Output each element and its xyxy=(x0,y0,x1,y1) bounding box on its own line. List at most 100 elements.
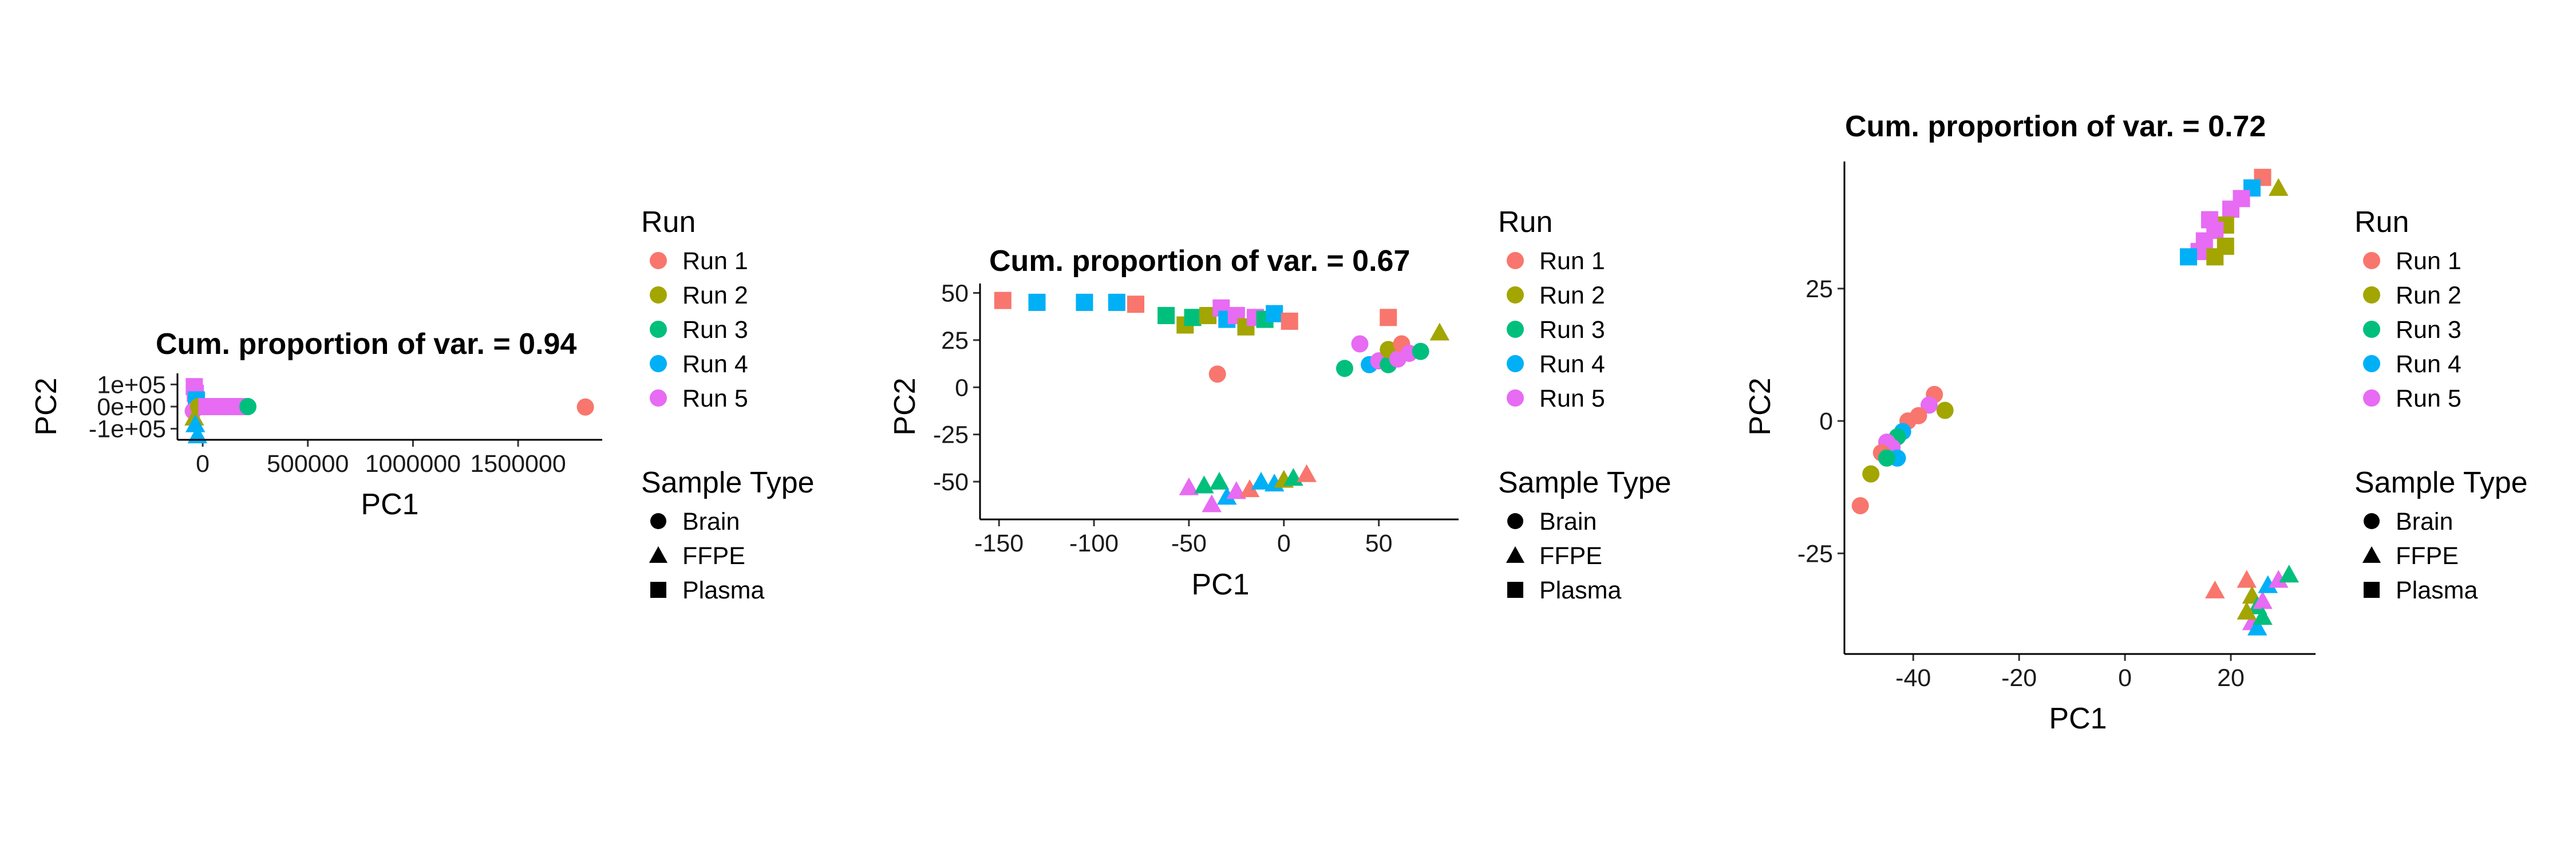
x-tick-label: 500000 xyxy=(267,450,349,478)
legend-label-run-4: Run 4 xyxy=(2396,350,2462,378)
x-tick-label: -150 xyxy=(974,530,1024,557)
x-tick-label: 1500000 xyxy=(470,450,566,478)
legend-shape-ffpe xyxy=(1506,546,1525,563)
y-tick-label: 0e+00 xyxy=(97,393,166,421)
x-tick-label: -40 xyxy=(1895,664,1931,692)
panel-3-title: Cum. proportion of var. = 0.72 xyxy=(1845,110,2266,143)
legend-label-run-2: Run 2 xyxy=(2396,282,2462,309)
y-tick-label: -25 xyxy=(1797,540,1833,568)
point-run-3-plasma xyxy=(1157,307,1175,325)
legend-shape-brain xyxy=(1507,513,1523,529)
x-tick-label: 0 xyxy=(196,450,210,478)
x-tick-label: 20 xyxy=(2217,664,2245,692)
legend-swatch-run-1 xyxy=(2363,252,2380,269)
point-run-4-ffpe xyxy=(185,414,206,432)
legend-swatch-run-4 xyxy=(1507,355,1524,372)
legend-3: Run Sample Type Run 1 Run 2 Run 3 Run 4 Run … xyxy=(2354,206,2528,604)
point-run-3-brain xyxy=(239,398,257,415)
point-run-3-brain xyxy=(1878,449,1895,467)
point-run-2-ffpe xyxy=(2269,178,2289,196)
legend-run-title: Run xyxy=(2354,206,2409,239)
point-run-2-brain xyxy=(1862,465,1880,483)
x-tick-label: 0 xyxy=(2118,664,2132,692)
point-run-3-brain xyxy=(1336,360,1353,377)
legend-run-title: Run xyxy=(641,206,696,239)
legend-swatch-run-4 xyxy=(650,355,667,372)
point-run-4-plasma xyxy=(1028,293,1046,311)
legend-label-ffpe: FFPE xyxy=(1539,542,1602,570)
legend-run-title: Run xyxy=(1498,206,1552,239)
legend-label-brain: Brain xyxy=(2396,508,2453,535)
panel-2-x-label: PC1 xyxy=(1191,568,1249,601)
panel-1-title: Cum. proportion of var. = 0.94 xyxy=(156,328,576,361)
legend-label-ffpe: FFPE xyxy=(682,542,745,570)
panel-2-points xyxy=(994,291,1450,513)
legend-label-brain: Brain xyxy=(1539,508,1597,535)
panel-3-x-label: PC1 xyxy=(2049,702,2107,735)
panel-2-title: Cum. proportion of var. = 0.67 xyxy=(989,245,1410,278)
point-run-5-ffpe xyxy=(2269,570,2289,588)
legend-sample-title: Sample Type xyxy=(641,466,815,499)
panel-2: Cum. proportion of var. = 0.67 -150 -100-… xyxy=(888,245,1459,601)
legend-swatch-run-1 xyxy=(1507,252,1524,269)
legend-swatch-run-1 xyxy=(650,252,667,269)
legend-label-run-2: Run 2 xyxy=(1539,282,1605,309)
point-run-4-ffpe xyxy=(2247,617,2267,636)
panel-3-y-label: PC2 xyxy=(1744,377,1777,435)
point-run-1-plasma xyxy=(994,291,1012,309)
legend-swatch-run-5 xyxy=(650,389,667,407)
panel-3-points xyxy=(1851,168,2300,636)
legend-label-run-4: Run 4 xyxy=(1539,350,1605,378)
panel-2-y-label: PC2 xyxy=(888,377,922,435)
y-tick-label: 0 xyxy=(955,374,969,401)
y-tick-label: 0 xyxy=(1819,408,1833,435)
y-tick-label: 25 xyxy=(1805,275,1833,303)
legend-sample-title: Sample Type xyxy=(1498,466,1672,499)
panel-3: Cum. proportion of var. = 0.72 -40 -20 0 20… xyxy=(1744,110,2316,735)
point-run-1-ffpe xyxy=(2237,570,2257,588)
point-run-3-plasma xyxy=(1184,309,1202,326)
point-run-5-plasma xyxy=(2201,211,2219,228)
y-tick-label: 50 xyxy=(941,279,969,307)
y-tick-label: -25 xyxy=(933,421,969,449)
legend-swatch-run-2 xyxy=(650,286,667,304)
point-run-1-ffpe xyxy=(2205,580,2225,598)
point-run-1-plasma xyxy=(1380,309,1397,326)
legend-label-run-1: Run 1 xyxy=(1539,247,1605,275)
legend-swatch-run-3 xyxy=(650,321,667,338)
point-run-4-plasma xyxy=(1076,293,1093,311)
point-run-5-plasma xyxy=(2222,200,2240,218)
legend-swatch-run-2 xyxy=(1507,286,1524,304)
y-tick-label: -1e+05 xyxy=(89,416,166,443)
point-run-2-ffpe xyxy=(1429,322,1450,341)
point-run-5-ffpe xyxy=(1202,494,1222,513)
point-run-1-brain xyxy=(576,398,594,416)
legend-label-run-3: Run 3 xyxy=(682,316,748,344)
y-tick-label: -50 xyxy=(933,468,969,496)
point-run-4-ffpe xyxy=(2258,575,2278,593)
point-run-2-brain xyxy=(1936,401,1954,419)
legend-label-run-5: Run 5 xyxy=(1539,385,1605,412)
point-run-4-plasma xyxy=(1266,305,1283,322)
x-tick-label: -50 xyxy=(1171,530,1207,557)
legend-shape-plasma xyxy=(650,582,666,598)
legend-swatch-run-5 xyxy=(2363,389,2380,407)
legend-label-run-5: Run 5 xyxy=(682,385,748,412)
point-run-3-ffpe xyxy=(2253,607,2273,625)
point-run-4-ffpe xyxy=(1251,471,1271,490)
legend-swatch-run-5 xyxy=(1507,389,1524,407)
legend-2: Run Sample Type Run 1 Run 2 Run 3 Run 4 Run … xyxy=(1498,206,1672,604)
y-tick-label: 25 xyxy=(941,327,969,354)
x-tick-label: -20 xyxy=(2001,664,2037,692)
point-run-3-ffpe xyxy=(1209,471,1230,490)
point-run-1-ffpe xyxy=(1297,464,1317,482)
point-run-1-ffpe xyxy=(1239,479,1260,498)
legend-1: Run Sample Type Run 1 Run 2 Run 3 Run 4 Run … xyxy=(641,206,815,604)
point-run-5-brain xyxy=(1920,396,1938,414)
legend-swatch-run-3 xyxy=(1507,321,1524,338)
point-run-4-ffpe xyxy=(1217,487,1237,505)
point-run-2-plasma xyxy=(2217,237,2234,255)
legend-shape-plasma xyxy=(2364,582,2380,598)
panel-2-ticks: -150 -100 -50 0 50 -50 -25 0 25 50 xyxy=(933,279,1393,557)
